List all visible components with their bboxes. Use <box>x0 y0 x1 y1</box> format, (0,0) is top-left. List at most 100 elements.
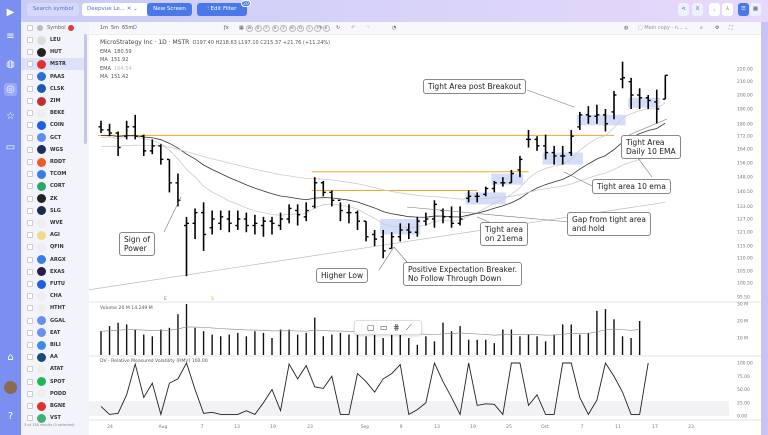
globe-icon[interactable]: ◍ <box>6 59 15 70</box>
drag-handle-icon[interactable]: ⋮ <box>359 323 365 330</box>
row-checkbox[interactable] <box>27 146 33 153</box>
period-button[interactable]: D <box>254 25 262 32</box>
symbol-row[interactable]: FUTU <box>21 278 87 290</box>
symbol-row[interactable]: ZK <box>21 193 87 205</box>
folder-icon[interactable]: ▭ <box>5 142 16 153</box>
row-checkbox[interactable] <box>27 329 33 336</box>
symbol-row[interactable]: AA <box>21 351 87 363</box>
symbol-row[interactable]: LEU <box>21 34 87 46</box>
row-checkbox[interactable] <box>27 305 33 312</box>
symbol-row[interactable]: BEKE <box>21 107 87 119</box>
layout-icon[interactable]: ▦ <box>239 25 244 31</box>
row-checkbox[interactable] <box>27 220 33 226</box>
period-button[interactable]: 6 <box>271 25 279 32</box>
symbol-row[interactable]: HUT <box>21 46 87 58</box>
fib-tool-icon[interactable]: ⋕ <box>393 323 400 332</box>
symbol-row[interactable]: EXAS <box>21 266 87 278</box>
search-symbol-button[interactable]: Search symbol <box>27 3 79 16</box>
row-checkbox[interactable] <box>27 378 33 385</box>
row-checkbox[interactable] <box>27 134 33 141</box>
row-checkbox[interactable] <box>27 207 33 214</box>
row-checkbox[interactable] <box>27 390 33 397</box>
star-icon[interactable]: ☆ <box>6 111 15 122</box>
annotation-tight-area-post-breakout[interactable]: Tight Area post Breakout <box>423 79 527 94</box>
screener-icon[interactable]: ◎ <box>4 83 17 96</box>
symbol-row[interactable]: WGS <box>21 144 87 156</box>
row-checkbox[interactable] <box>27 159 33 165</box>
timeframe-65m[interactable]: 65m <box>122 25 134 31</box>
redo-icon[interactable]: ↷ <box>366 25 371 31</box>
symbol-row[interactable]: WVE <box>21 217 87 229</box>
grid-view-icon[interactable]: ▦ <box>750 3 761 16</box>
legend-line[interactable]: MA 151.42 <box>100 73 330 82</box>
row-checkbox[interactable] <box>27 317 33 324</box>
period-button[interactable]: M <box>288 25 296 32</box>
row-checkbox[interactable] <box>27 122 33 129</box>
row-checkbox[interactable] <box>27 268 33 275</box>
fullscreen-icon[interactable]: ⛶ <box>729 25 733 31</box>
new-screen-button[interactable]: New Screen <box>147 3 192 16</box>
symbol-row[interactable]: ARGX <box>21 254 87 266</box>
row-checkbox[interactable] <box>27 98 33 104</box>
symbol-row[interactable]: GCT <box>21 132 87 144</box>
row-checkbox[interactable] <box>27 195 33 202</box>
symbol-row[interactable]: VST <box>21 412 87 424</box>
symbol-row[interactable]: GGAL <box>21 315 87 327</box>
symbol-row[interactable]: TCOM <box>21 168 87 180</box>
period-button[interactable]: W <box>246 25 253 32</box>
period-button[interactable]: 3 <box>314 25 321 32</box>
period-button[interactable]: D <box>297 25 304 32</box>
camera-icon[interactable]: ◔ <box>392 25 397 31</box>
symbol-row[interactable]: BGNE <box>21 400 87 412</box>
refresh-icon[interactable]: ↻ <box>336 25 341 31</box>
row-checkbox[interactable] <box>27 293 33 300</box>
list-view-icon[interactable]: ☰ <box>738 3 749 16</box>
help-icon[interactable]: ? <box>7 411 14 422</box>
school-icon[interactable]: ⌂ <box>7 352 14 363</box>
row-checkbox[interactable] <box>27 415 33 422</box>
period-button[interactable]: 8 <box>322 25 330 32</box>
symbol-row[interactable]: CORT <box>21 180 87 192</box>
person-icon[interactable]: ⅄ <box>722 3 733 16</box>
symbol-row[interactable]: BILI <box>21 339 87 351</box>
row-checkbox[interactable] <box>27 37 33 43</box>
chart-type-icon[interactable]: ⌞ <box>709 3 720 16</box>
gear-icon[interactable]: ⚙ <box>715 25 720 31</box>
play-logo-icon[interactable]: ▶ <box>6 7 15 18</box>
row-checkbox[interactable] <box>27 232 33 239</box>
timeframe-5m[interactable]: 5m <box>111 25 120 31</box>
row-checkbox[interactable] <box>27 403 33 409</box>
symbol-row[interactable]: SLG <box>21 205 87 217</box>
row-checkbox[interactable] <box>27 171 33 178</box>
scrollbar[interactable] <box>84 34 87 144</box>
select-all-checkbox[interactable] <box>27 25 33 31</box>
edit-filter-button[interactable]: ⫶ Edit Filter <box>197 3 247 16</box>
symbol-row[interactable]: HTHT <box>21 302 87 314</box>
timeframe-D[interactable]: D <box>133 25 137 31</box>
globe-icon[interactable]: ◍ <box>624 25 629 31</box>
screen-select[interactable]: Deepvue Le... ✕ ⌄ <box>82 3 148 16</box>
symbol-row[interactable]: MSTR <box>21 58 87 71</box>
row-checkbox[interactable] <box>27 183 33 190</box>
symbol-row[interactable]: CHA <box>21 290 87 302</box>
legend-line[interactable]: MA 151.92 <box>100 56 330 65</box>
symbol-column-header[interactable]: Symbol <box>47 25 66 31</box>
zoom-icon[interactable]: ⌕ <box>700 25 703 31</box>
row-checkbox[interactable] <box>27 61 33 68</box>
symbol-row[interactable]: QFIN <box>21 241 87 253</box>
symbol-row[interactable]: ZIM <box>21 95 87 107</box>
symbol-row[interactable]: PODD <box>21 388 87 400</box>
line-tool-icon[interactable]: ⟋ <box>406 323 412 332</box>
annotation-tight-area-daily-10ema[interactable]: Tight Area Daily 10 EMA <box>621 135 681 159</box>
annotation-tight-area-10ema[interactable]: Tight area 10 ema <box>592 179 671 194</box>
row-checkbox[interactable] <box>27 342 33 348</box>
row-checkbox[interactable] <box>27 110 33 117</box>
indicator-icon[interactable]: ƒx <box>224 25 229 31</box>
annotation-sign-of-power[interactable]: Sign of Power <box>119 232 155 256</box>
row-checkbox[interactable] <box>27 73 33 80</box>
annotation-tight-area-21ema[interactable]: Tight area on 21ema <box>480 222 528 246</box>
row-checkbox[interactable] <box>27 281 33 287</box>
row-checkbox[interactable] <box>27 256 33 263</box>
callout-tool-icon[interactable]: ▭ <box>380 323 388 332</box>
settings-icon[interactable] <box>37 25 43 31</box>
